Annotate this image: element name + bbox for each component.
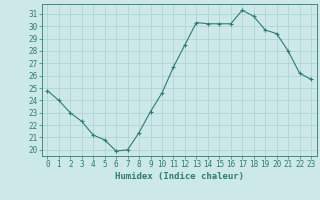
X-axis label: Humidex (Indice chaleur): Humidex (Indice chaleur) xyxy=(115,172,244,181)
